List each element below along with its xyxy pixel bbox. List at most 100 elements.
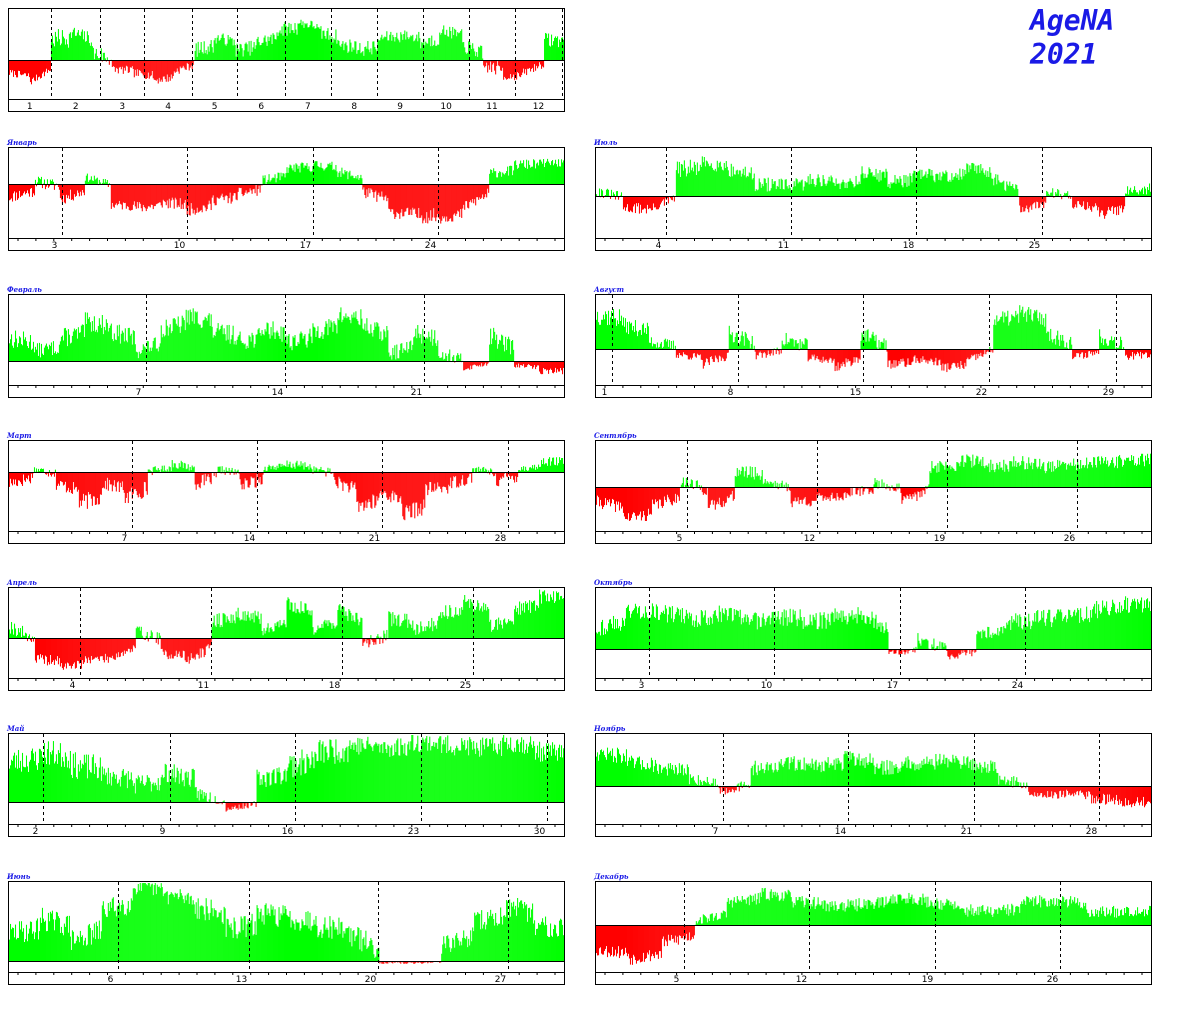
bar (179, 184, 181, 199)
bar (54, 919, 56, 961)
bar (353, 620, 355, 638)
bar (248, 184, 250, 193)
bar (782, 344, 784, 349)
bar (352, 930, 354, 961)
bar (21, 472, 24, 486)
bar (274, 783, 276, 802)
bar (68, 768, 70, 802)
bar (237, 184, 239, 192)
bar (355, 744, 357, 802)
bar (282, 173, 284, 184)
bar (529, 361, 531, 365)
bar (429, 184, 431, 221)
bar (520, 900, 522, 961)
bar (86, 638, 88, 663)
bar (636, 196, 638, 207)
bar (13, 60, 16, 72)
bar (965, 174, 967, 196)
bar (602, 314, 605, 349)
chart-panel-may: Май 2 9 16 23 30 (7, 724, 565, 851)
bar (373, 472, 375, 496)
bar (412, 735, 414, 802)
bar (472, 184, 474, 199)
bar (53, 184, 55, 190)
bar (308, 614, 310, 638)
bar (240, 916, 242, 961)
bar (841, 182, 843, 196)
bar (523, 361, 525, 365)
bar (994, 177, 996, 196)
bar (86, 944, 88, 961)
bar (234, 921, 236, 961)
bar (539, 159, 541, 184)
bar (517, 168, 519, 184)
bar (707, 163, 709, 196)
bar (1136, 192, 1138, 196)
bar (1084, 196, 1086, 210)
bar (310, 20, 312, 60)
bar (127, 327, 129, 361)
bar (11, 927, 14, 961)
bar (1020, 196, 1022, 213)
bar (728, 176, 730, 196)
bar (227, 184, 229, 204)
bar (272, 906, 274, 961)
bar (786, 186, 788, 196)
bar (371, 472, 373, 509)
bar (311, 751, 313, 802)
bar (130, 60, 132, 68)
bar (60, 184, 62, 200)
bar (187, 771, 189, 802)
bar (336, 43, 338, 60)
bar (198, 800, 200, 802)
bar (22, 928, 25, 961)
bar (271, 772, 273, 802)
bar (326, 30, 328, 60)
bar (80, 325, 82, 361)
bar (282, 905, 284, 961)
bar (338, 917, 340, 961)
bar (962, 168, 964, 196)
bar (326, 927, 328, 961)
bar (685, 176, 687, 196)
bar (11, 760, 14, 802)
bar (180, 184, 182, 209)
bar (237, 336, 239, 361)
bar (891, 183, 893, 196)
bar (114, 339, 116, 361)
bar (1058, 190, 1060, 196)
bar (264, 329, 266, 361)
bar (235, 611, 237, 638)
bar (183, 903, 185, 961)
bar (96, 638, 98, 657)
bar (999, 182, 1001, 196)
bar (102, 52, 104, 60)
bar (236, 339, 238, 361)
bar (295, 462, 297, 472)
bar (344, 43, 346, 60)
bar (477, 748, 479, 802)
bar (126, 472, 128, 494)
bar (816, 178, 818, 196)
bar (562, 598, 564, 638)
bar (346, 928, 348, 961)
bar (29, 759, 32, 802)
bar (417, 325, 419, 361)
bar (706, 161, 708, 196)
bar (1149, 183, 1151, 196)
bar (160, 325, 162, 361)
bar (89, 772, 91, 802)
bar (742, 336, 744, 349)
bar (218, 466, 220, 472)
bar (21, 60, 24, 75)
bar (437, 748, 439, 802)
bar (93, 59, 95, 60)
bar (873, 335, 875, 349)
bar (283, 913, 285, 961)
bar (520, 60, 522, 78)
bar (1065, 193, 1067, 196)
bar (17, 938, 20, 961)
bar (177, 60, 179, 72)
bar (465, 939, 467, 961)
bar (32, 341, 35, 361)
